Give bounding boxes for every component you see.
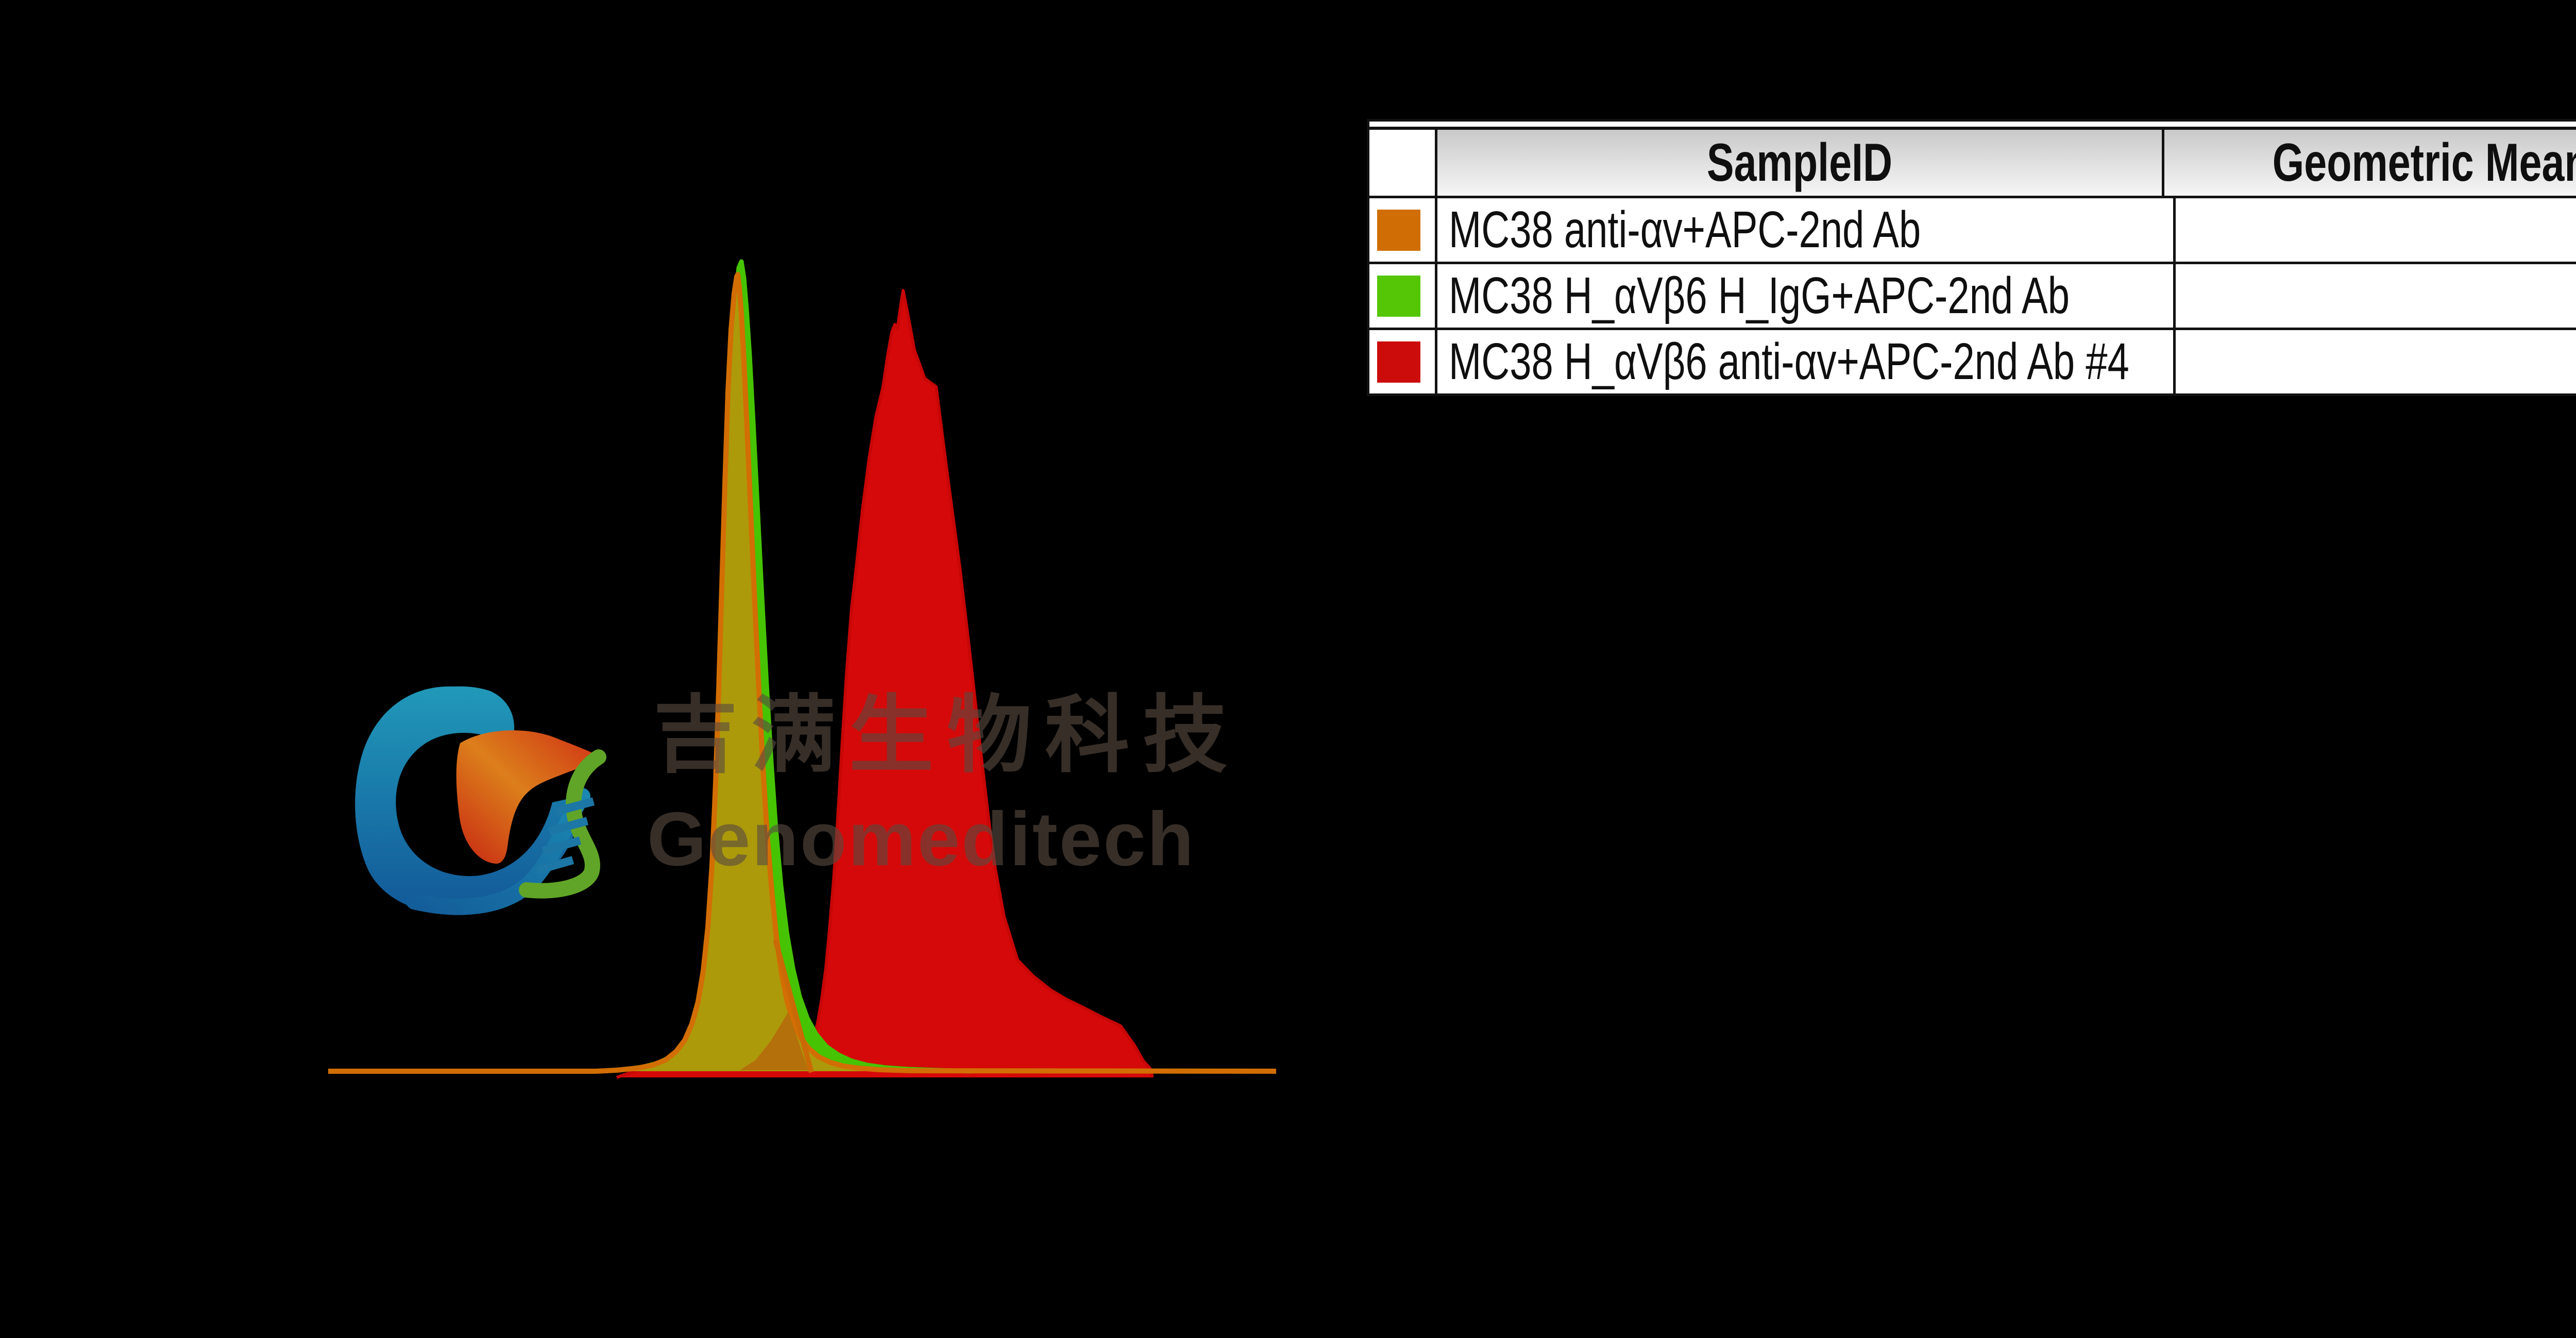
- histogram-traces: [328, 259, 1277, 1079]
- sample-id-cell: MC38 H_αVβ6 anti-αv+APC-2nd Ab #4: [1449, 333, 2129, 390]
- legend-table-top-strip: [1369, 122, 2576, 127]
- valley-orange-edge-stroke: [773, 939, 814, 1073]
- column-divider: [1435, 198, 1437, 262]
- swatch-cell: [1369, 264, 1435, 328]
- logo-red-flame: [456, 730, 601, 864]
- series-color-swatch-red: [1377, 341, 1420, 383]
- geomean-value-cell: 2037: [2176, 264, 2576, 328]
- column-divider: [2173, 198, 2176, 262]
- sample-id-cell: MC38 anti-αv+APC-2nd Ab: [1449, 201, 1921, 259]
- column-divider: [1435, 330, 1437, 393]
- swatch-cell: [1369, 198, 1435, 262]
- genomeditech-logo-icon: [355, 686, 606, 915]
- valley-overlap-wedge: [740, 1012, 808, 1070]
- legend-table-header-row: SampleID Geometric Mean : FL11-H: [1369, 130, 2576, 196]
- histogram-trace-red-stained: [616, 289, 1154, 1079]
- column-divider: [1435, 130, 1437, 196]
- histogram-trace-orange-control: [328, 272, 1277, 1074]
- logo-green-ribbon: [519, 749, 606, 899]
- logo-blue-g-shape: [355, 686, 582, 914]
- series-color-swatch-orange: [1377, 209, 1420, 251]
- column-header-geometric-mean: Geometric Mean : FL11-H: [2164, 130, 2576, 196]
- logo-dna-rungs: [535, 797, 595, 874]
- column-divider: [1435, 264, 1437, 328]
- series-color-swatch-green: [1377, 275, 1420, 317]
- legend-row-orange: MC38 anti-αv+APC-2nd Ab 1966: [1369, 196, 2576, 262]
- swatch-cell: [1369, 330, 1435, 393]
- sample-id-cell: MC38 H_αVβ6 H_IgG+APC-2nd Ab: [1449, 267, 2070, 324]
- legend-table-top-rule: [1369, 127, 2576, 130]
- column-divider: [2162, 130, 2164, 196]
- column-divider: [2173, 330, 2176, 393]
- column-divider: [2173, 264, 2176, 328]
- column-header-sampleid: SampleID: [1437, 130, 2162, 196]
- legend-header-swatch-cell: [1369, 130, 1435, 196]
- geomean-value-cell: 36144: [2176, 330, 2576, 393]
- legend-table: SampleID Geometric Mean : FL11-H MC38 an…: [1367, 119, 2576, 396]
- geomean-value-cell: 1966: [2176, 198, 2576, 262]
- legend-row-red: MC38 H_αVβ6 anti-αv+APC-2nd Ab #4 36144: [1369, 328, 2576, 393]
- legend-row-green: MC38 H_αVβ6 H_IgG+APC-2nd Ab 2037: [1369, 262, 2576, 328]
